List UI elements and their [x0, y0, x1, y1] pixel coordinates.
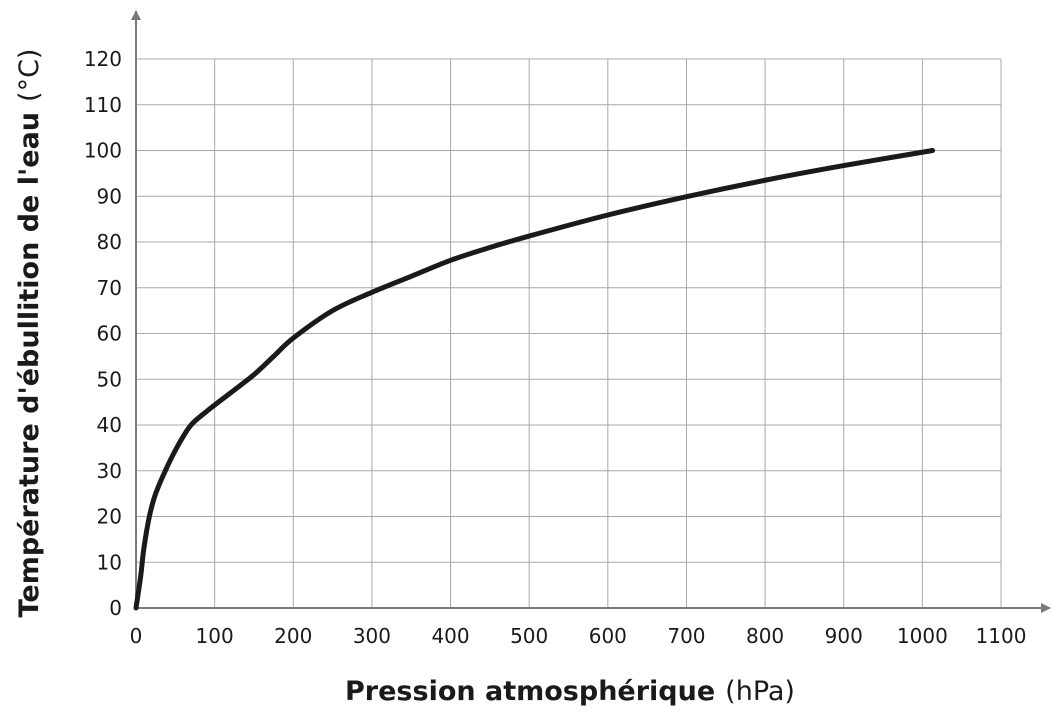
x-tick-label: 1100: [976, 624, 1027, 648]
x-tick-label: 0: [130, 624, 143, 648]
y-tick-label: 10: [97, 550, 122, 574]
x-tick-label: 800: [746, 624, 784, 648]
y-tick-label: 100: [84, 139, 122, 163]
y-tick-label: 70: [97, 276, 122, 300]
y-tick-label: 60: [97, 322, 122, 346]
y-axis-unit: (°C): [14, 49, 45, 102]
y-tick-label: 30: [97, 459, 122, 483]
y-tick-label: 40: [97, 413, 122, 437]
x-tick-label: 100: [196, 624, 234, 648]
x-axis-label: Pression atmosphérique: [345, 676, 715, 707]
series-line-boiling-point: [133, 148, 936, 611]
y-tick-label: 80: [97, 230, 122, 254]
x-tick-label: 400: [431, 624, 469, 648]
x-tick-label: 300: [353, 624, 391, 648]
y-tick-label: 20: [97, 505, 122, 529]
x-tick-label: 600: [589, 624, 627, 648]
x-tick-label: 200: [274, 624, 312, 648]
x-tick-label: 500: [510, 624, 548, 648]
x-axis-title: Pression atmosphérique (hPa): [345, 676, 795, 707]
series-layer: [133, 148, 936, 611]
tick-labels: 0 100 200 300 400 500 600 700 800 900 1000 1100 0 10 2…: [84, 47, 1027, 648]
x-axis-unit: (hPa): [725, 676, 795, 707]
y-tick-label: 50: [97, 367, 122, 391]
y-axis-title: Température d'ébullition de l'eau (°C): [14, 49, 45, 618]
y-axis-label: Température d'ébullition de l'eau: [14, 112, 45, 617]
y-tick-label: 0: [109, 596, 122, 620]
x-tick-label: 700: [667, 624, 705, 648]
grid: [136, 58, 1002, 608]
axes: [131, 10, 1051, 613]
y-tick-label: 110: [84, 93, 122, 117]
y-tick-label: 120: [84, 47, 122, 71]
x-tick-label: 1000: [897, 624, 948, 648]
y-tick-label: 90: [97, 184, 122, 208]
x-tick-label: 900: [825, 624, 863, 648]
